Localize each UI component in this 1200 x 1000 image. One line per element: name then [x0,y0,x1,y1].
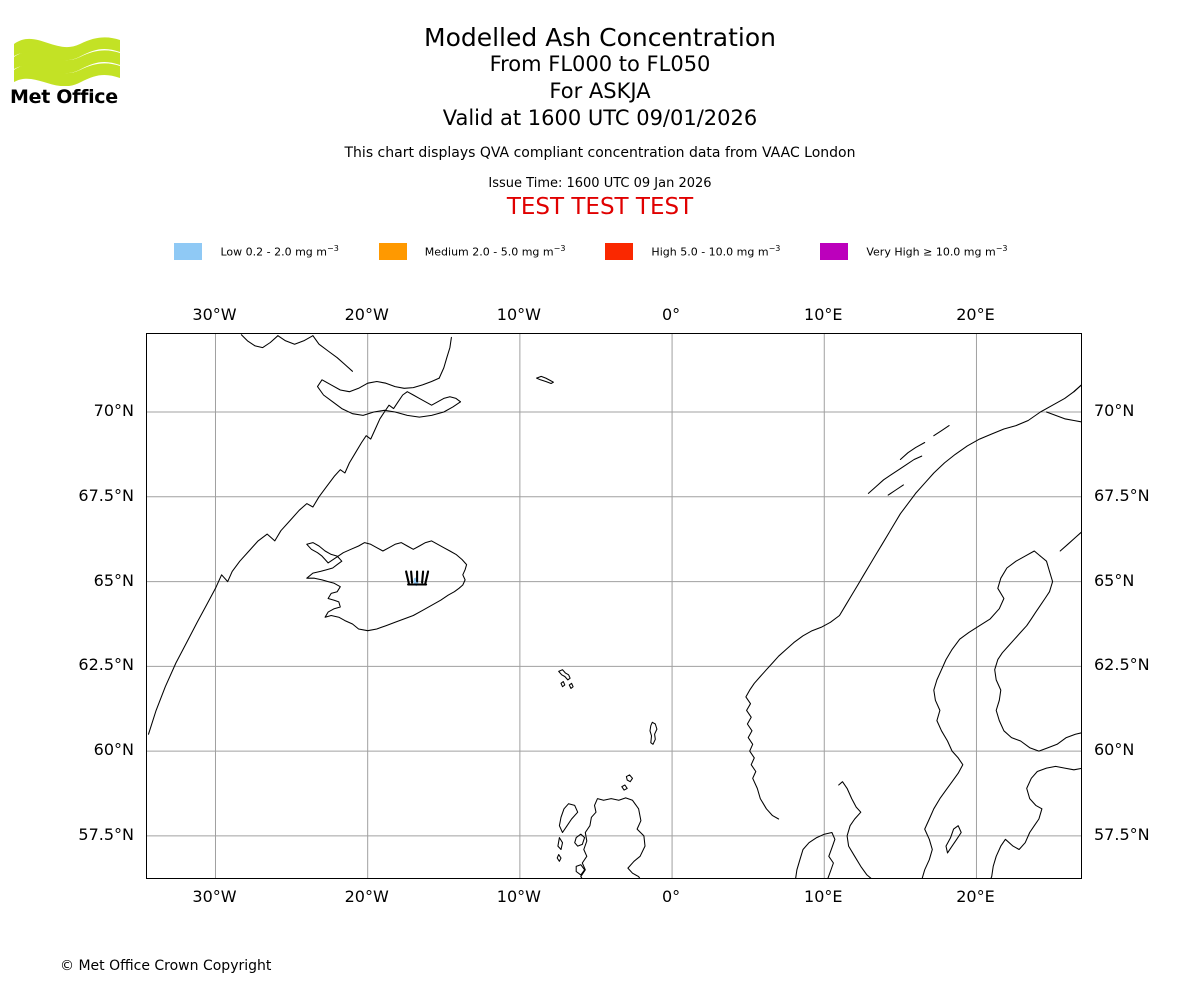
map-area: 30°W 30°W 20°W 20°W 10°W 10°W 0° 0° 10°E 10°E 20°E… [78,305,1149,906]
volcano-marker-stroke-5 [424,570,430,586]
lat-tick-label-left-60°N: 60°N [93,740,134,760]
coastline-segment [557,837,564,851]
lat-tick-label-left-65°N: 65°N [93,570,134,590]
met-office-logo: Met Office [10,26,122,110]
coastline-segment [899,441,926,461]
copyright-text: © Met Office Crown Copyright [60,958,272,974]
lon-tick-label-bottom-30°W: 30°W [192,887,237,906]
volcano-marker-stroke-1 [405,570,411,586]
legend-swatch-low [174,243,203,260]
coastline-segment [580,797,627,878]
coastline-segment [867,455,923,494]
volcano-contour-marker [405,570,430,586]
coastline-segment [1045,411,1081,423]
met-office-waves-icon [14,37,120,86]
coastline-segment [921,550,1041,878]
lon-tick-label-bottom-20°W: 20°W [344,887,389,906]
coastline-segment [994,555,1081,752]
coastline-segment [1059,531,1081,552]
issue-time: Issue Time: 1600 UTC 09 Jan 2026 [488,176,712,191]
lat-tick-label-left-57.5°N: 57.5°N [78,824,134,844]
coastlines [147,334,1081,878]
coastline-segment [556,854,562,862]
coastline-segment [625,797,646,878]
coastline-segment [277,335,314,345]
lat-tick-label-left-62.5°N: 62.5°N [78,655,134,675]
volcano-marker-stroke-2 [410,570,414,584]
lon-tick-label-top-20°W: 20°W [344,305,389,324]
met-office-wordmark: Met Office [10,86,118,108]
coastline-segment [536,375,554,385]
lon-tick-label-bottom-10°W: 10°W [496,887,541,906]
coastline-segment [649,721,658,745]
lat-tick-label-left-67.5°N: 67.5°N [78,485,134,505]
legend-swatch-high [605,243,634,260]
lon-tick-label-bottom-10°E: 10°E [804,887,843,906]
coastline-segment [945,825,962,854]
volcano-name: For ASKJA [549,79,651,103]
map-canvas [147,334,1081,878]
legend-swatch-very-high [820,243,849,260]
legend-label-medium: Medium 2.0 - 5.0 mg m−3 [424,244,566,259]
legend-swatch-medium [378,243,407,260]
lat-tick-label-right-60°N: 60°N [1094,740,1135,760]
coastline-segment [838,781,872,878]
test-banner: TEST TEST TEST [506,194,694,220]
lon-tick-label-bottom-0°: 0° [661,887,681,906]
lat-tick-label-right-65°N: 65°N [1094,570,1135,590]
coastline-segment [621,784,628,791]
flight-level-range: From FL000 to FL050 [489,52,711,76]
coastline-segment [558,803,579,834]
coastline-segment [312,335,354,372]
coastline-segment [240,334,279,349]
qva-note: This chart displays QVA compliant concen… [344,145,856,161]
coastline-segment [306,540,468,632]
lat-tick-label-right-62.5°N: 62.5°N [1094,655,1150,675]
concentration-legend: Low 0.2 - 2.0 mg m−3 Medium 2.0 - 5.0 mg … [0,243,1200,260]
lon-tick-label-top-10°E: 10°E [804,305,843,324]
legend-label-low: Low 0.2 - 2.0 mg m−3 [220,244,339,259]
coastline-segment [745,384,1081,820]
legend-item-medium: Medium 2.0 - 5.0 mg m−3 [378,243,584,260]
coastline-segment [887,484,904,496]
lon-tick-label-top-30°W: 30°W [192,305,237,324]
title-block: Modelled Ash Concentration From FL000 to… [0,0,1200,220]
coastline-segment [558,669,571,681]
coastline-segment [560,681,566,688]
coastline-segment [575,864,586,876]
coastline-segment [316,377,462,418]
map-gridlines [147,334,1081,878]
lat-tick-label-right-57.5°N: 57.5°N [1094,824,1150,844]
legend-item-low: Low 0.2 - 2.0 mg m−3 [174,243,356,260]
coastline-segment [990,765,1081,878]
lon-tick-label-top-20°E: 20°E [956,305,995,324]
logo-wave-3 [14,63,120,86]
lon-tick-label-top-10°W: 10°W [496,305,541,324]
lon-tick-label-top-0°: 0° [661,305,681,324]
coastline-segment [1073,384,1081,393]
coastline-segment [625,774,634,783]
lat-tick-label-right-67.5°N: 67.5°N [1094,485,1150,505]
legend-item-very-high: Very High ≥ 10.0 mg m−3 [820,243,1025,260]
coastline-segment [147,391,462,735]
coastline-segment [438,336,452,379]
map-frame [146,333,1082,879]
coastline-segment [795,831,836,878]
page-title: Modelled Ash Concentration [424,23,776,52]
coastline-segment [933,425,950,437]
lon-tick-label-bottom-20°E: 20°E [956,887,995,906]
volcano-marker-stroke-4 [421,570,425,584]
lat-tick-label-left-70°N: 70°N [93,401,134,420]
lat-tick-label-right-70°N: 70°N [1094,401,1135,420]
coastline-segment [568,682,574,689]
coastline-segment [574,833,586,847]
valid-time: Valid at 1600 UTC 09/01/2026 [442,106,758,130]
legend-label-very-high: Very High ≥ 10.0 mg m−3 [866,244,1008,259]
legend-label-high: High 5.0 - 10.0 mg m−3 [651,244,781,259]
legend-item-high: High 5.0 - 10.0 mg m−3 [605,243,798,260]
